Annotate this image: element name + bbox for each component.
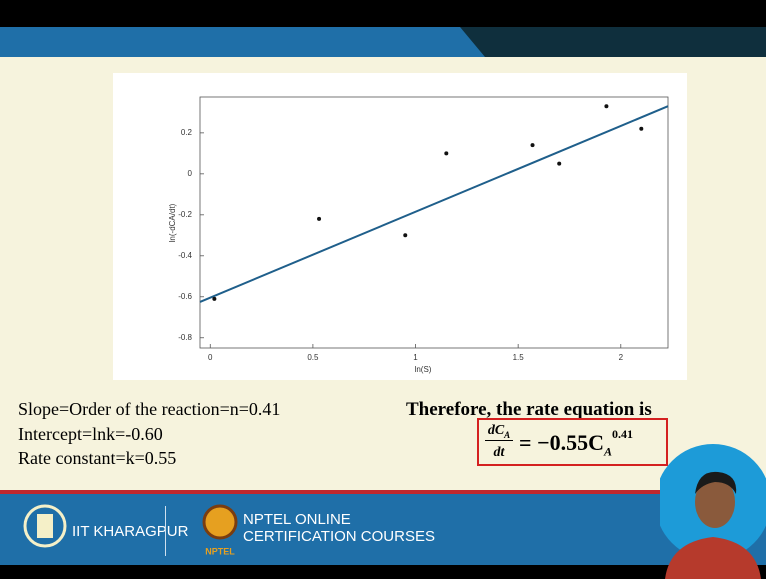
- footer-divider: [165, 506, 166, 556]
- data-point: [557, 162, 561, 166]
- equation-box: dCA dt = −0.55CA0.41: [477, 418, 668, 466]
- rhs-exponent: 0.41: [612, 427, 633, 441]
- chart: ln(S) ln(-dCA/dt) 0 0.5 1 1.5 2 -0.8 -0.6 -0.4 -…: [113, 73, 687, 380]
- equation-denominator: dt: [485, 445, 513, 461]
- x-tick-label: 0: [208, 353, 213, 362]
- x-axis-label: ln(S): [415, 365, 432, 374]
- rhs-text: = −0.55C: [519, 430, 604, 455]
- numerator-text: dC: [488, 423, 504, 438]
- iit-logo: [20, 500, 70, 556]
- rate-constant-text: Rate constant=k=0.55: [18, 448, 176, 469]
- nptel-line2: CERTIFICATION COURSES: [243, 528, 435, 545]
- header-accent: [460, 27, 766, 57]
- equation-numerator: dCA: [485, 423, 513, 441]
- y-tick-label: -0.4: [178, 251, 192, 260]
- slide: ln(S) ln(-dCA/dt) 0 0.5 1 1.5 2 -0.8 -0.6 -0.4 -…: [0, 0, 766, 579]
- y-axis-label: ln(-dCA/dt): [168, 203, 177, 242]
- nptel-logo: NPTEL: [200, 500, 240, 558]
- data-point: [604, 104, 608, 108]
- presenter-video: [660, 432, 766, 579]
- nptel-logo-text: NPTEL: [205, 546, 235, 556]
- y-tick-label: 0.2: [181, 128, 193, 137]
- equation-rhs: = −0.55CA0.41: [519, 430, 633, 459]
- intercept-text: Intercept=lnk=-0.60: [18, 424, 163, 445]
- x-tick-label: 1.5: [513, 353, 525, 362]
- y-tick-label: -0.8: [178, 333, 192, 342]
- x-tick-label: 0.5: [307, 353, 319, 362]
- data-point: [212, 297, 216, 301]
- data-point: [639, 127, 643, 131]
- data-point: [317, 217, 321, 221]
- y-tick-label: 0: [188, 169, 193, 178]
- slope-text: Slope=Order of the reaction=n=0.41: [18, 399, 280, 420]
- y-tick-label: -0.2: [178, 210, 192, 219]
- chart-background: [113, 73, 687, 380]
- x-tick-label: 2: [619, 353, 624, 362]
- data-point: [531, 143, 535, 147]
- nptel-line1: NPTEL ONLINE: [243, 511, 351, 528]
- rhs-subscript: A: [604, 444, 612, 458]
- y-tick-label: -0.6: [178, 292, 192, 301]
- x-tick-label: 1: [413, 353, 418, 362]
- data-point: [403, 233, 407, 237]
- numerator-subscript: A: [504, 430, 510, 440]
- data-point: [444, 151, 448, 155]
- institute-name: IIT KHARAGPUR: [72, 523, 188, 540]
